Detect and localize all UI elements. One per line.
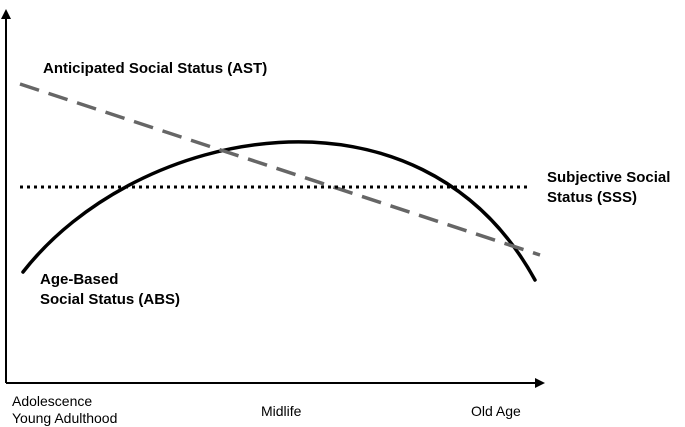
abs-label: Age-Based Social Status (ABS) — [40, 270, 180, 310]
sss-label: Subjective Social Status (SSS) — [547, 168, 670, 208]
x-tick-start-line1: Adolescence — [12, 393, 93, 409]
x-tick-start-line2: Young Adulthood — [12, 410, 118, 426]
ast-label: Anticipated Social Status (AST) — [43, 60, 268, 77]
abs-curve — [21, 140, 537, 282]
ast-dashed-line — [19, 82, 541, 257]
sss-label-line2: Status (SSS) — [547, 189, 638, 206]
x-tick-start: Adolescence Young Adulthood — [12, 393, 117, 427]
abs-label-line1: Age-Based — [40, 271, 119, 288]
abs-label-line2: Social Status (ABS) — [40, 291, 181, 308]
x-tick-midlife: Midlife — [261, 403, 302, 419]
sss-label-line1: Subjective Social — [547, 169, 671, 186]
x-tick-old-age: Old Age — [471, 403, 521, 419]
